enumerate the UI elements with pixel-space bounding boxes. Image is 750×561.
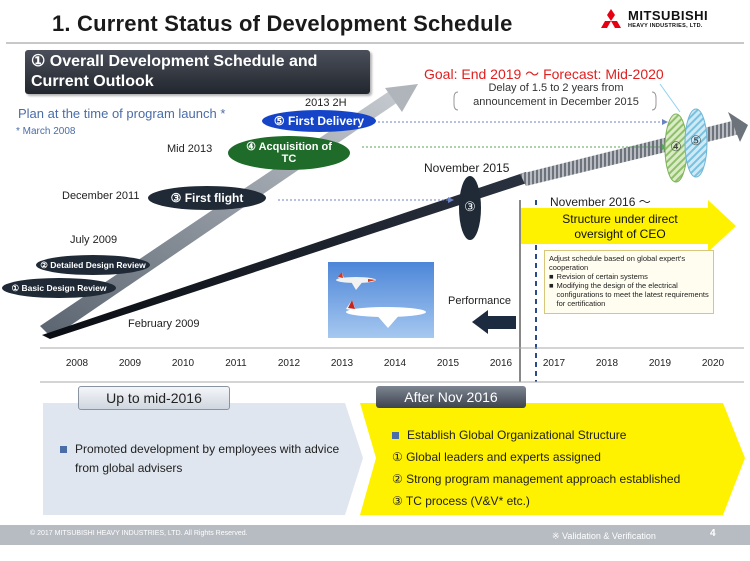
november-2016-label: November 2016 ～ xyxy=(550,195,651,209)
year-label: 2015 xyxy=(436,358,460,369)
left-panel-bullet-text: Promoted development by employees with a… xyxy=(75,442,340,475)
first-flight-date: December 2011 xyxy=(62,190,140,202)
connector-line xyxy=(659,83,681,113)
aircraft-icon xyxy=(336,272,426,328)
year-label: 2016 xyxy=(489,358,513,369)
bullet-icon xyxy=(392,431,399,439)
right-panel-heading: After Nov 2016 xyxy=(376,386,526,408)
forecast-arrow-head xyxy=(728,112,748,142)
forecast-mark-5: ⑤ xyxy=(690,133,702,148)
section-label-text: ① Overall Development Schedule and Curre… xyxy=(31,53,318,90)
year-label: 2014 xyxy=(383,358,407,369)
adjust-item: ■ Modifying the design of the electrical … xyxy=(549,281,709,308)
right-panel-bullet: Establish Global Organizational Structur… xyxy=(392,428,626,442)
first-flight-milestone: ③ First flight xyxy=(148,186,266,210)
november-2015-label: November 2015 xyxy=(424,161,510,175)
bracket-left xyxy=(453,91,459,111)
february-2009-label: February 2009 xyxy=(128,318,200,330)
year-label: 2013 xyxy=(330,358,354,369)
performance-arrow xyxy=(472,310,516,334)
detailed-design-milestone: ② Detailed Design Review xyxy=(36,255,150,275)
year-label: 2020 xyxy=(701,358,725,369)
adjust-item-text: Modifying the design of the electrical c… xyxy=(556,281,709,308)
detailed-design-date: July 2009 xyxy=(70,234,118,246)
first-delivery-milestone: ⑤ First Delivery xyxy=(262,110,376,132)
section-label: ① Overall Development Schedule and Curre… xyxy=(25,50,370,94)
adjust-item-text: Revision of certain systems xyxy=(556,272,648,281)
left-panel-heading: Up to mid-2016 xyxy=(78,386,230,410)
year-label: 2010 xyxy=(171,358,195,369)
year-label: 2012 xyxy=(277,358,301,369)
page-title: 1. Current Status of Development Schedul… xyxy=(52,11,513,36)
adjust-intro: Adjust schedule based on global expert's… xyxy=(549,254,686,272)
performance-label: Performance xyxy=(448,295,511,307)
year-label: 2008 xyxy=(65,358,89,369)
year-label: 2018 xyxy=(595,358,619,369)
bracket-right xyxy=(651,91,657,111)
ceo-oversight-text: Structure under direct oversight of CEO xyxy=(562,212,678,241)
three-diamonds-icon xyxy=(601,9,621,28)
aircraft-photo xyxy=(328,262,434,338)
year-label: 2019 xyxy=(648,358,672,369)
basic-design-milestone: ① Basic Design Review xyxy=(2,278,116,298)
dotted-arrowhead xyxy=(448,197,454,203)
brand-name: MITSUBISHI xyxy=(628,8,709,23)
year-axis: 2008 2009 2010 2011 2012 2013 2014 2015 … xyxy=(0,358,750,372)
right-panel-arrow xyxy=(360,403,745,515)
bullet-icon xyxy=(60,446,67,453)
footer-bar xyxy=(0,525,750,545)
vv-note: ※ Validation & Verification xyxy=(552,531,656,541)
right-panel-bullet-text: Establish Global Organizational Structur… xyxy=(407,428,627,442)
delay-note: Delay of 1.5 to 2 years from announcemen… xyxy=(473,82,639,108)
actual-schedule-arrow xyxy=(42,172,530,339)
delivery-forecast-ellipse xyxy=(684,108,708,178)
forecast-mark-4: ④ xyxy=(670,139,682,154)
dotted-arrowhead xyxy=(662,119,668,125)
nov-2015-ellipse xyxy=(459,176,481,240)
right-panel-item: ② Strong program management approach est… xyxy=(392,472,681,486)
company-logo: MITSUBISHI HEAVY INDUSTRIES, LTD. xyxy=(598,6,746,38)
right-panel-item: ③ TC process (V&V* etc.) xyxy=(392,494,530,508)
first-delivery-date: 2013 2H xyxy=(305,97,347,109)
left-panel-arrow xyxy=(43,403,363,515)
year-label: 2011 xyxy=(225,358,247,369)
ceo-oversight-arrow xyxy=(521,200,736,252)
right-panel-item: ① Global leaders and experts assigned xyxy=(392,450,601,464)
goal-text: Goal: End 2019 ～ Forecast: Mid-2020 xyxy=(424,66,664,82)
year-label: 2009 xyxy=(118,358,142,369)
page-number: 4 xyxy=(710,528,716,539)
adjust-item: ■ Revision of certain systems xyxy=(549,272,648,281)
left-panel-bullet: Promoted development by employees with a… xyxy=(60,440,340,478)
brand-subtitle: HEAVY INDUSTRIES, LTD. xyxy=(628,23,703,29)
plan-label: Plan at the time of program launch * xyxy=(18,106,226,121)
tc-date: Mid 2013 xyxy=(167,143,213,155)
copyright-text: © 2017 MITSUBISHI HEAVY INDUSTRIES, LTD.… xyxy=(30,530,248,537)
nov-2015-mark: ③ xyxy=(464,199,476,214)
year-label: 2017 xyxy=(542,358,566,369)
title-divider xyxy=(6,42,744,44)
adjust-schedule-box: Adjust schedule based on global expert's… xyxy=(544,250,714,314)
tc-milestone: ④ Acquisition of TC xyxy=(228,136,350,170)
plan-note: * March 2008 xyxy=(16,126,76,137)
planned-arrow-head xyxy=(385,84,418,112)
